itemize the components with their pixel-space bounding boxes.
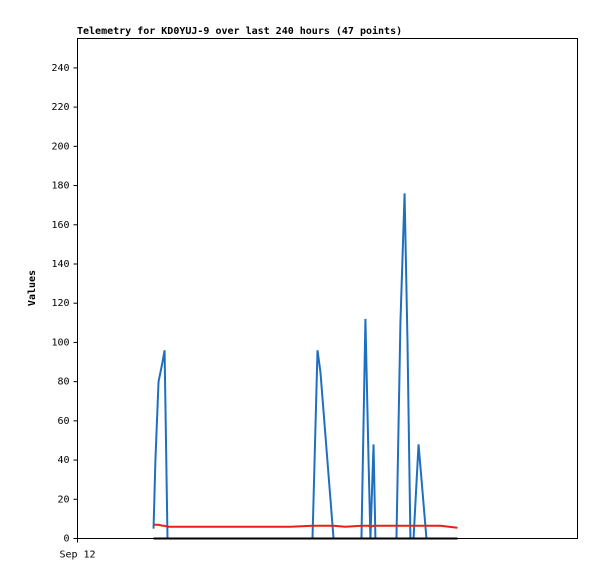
y-tick-label: 120 [51, 298, 69, 309]
y-axis-label: Values [27, 270, 38, 306]
x-tick-label: Sep 12 [59, 550, 95, 561]
y-tick-label: 180 [51, 181, 69, 192]
y-tick-label: 0 [63, 534, 69, 545]
y-tick-label: 220 [51, 102, 69, 113]
y-tick-label: 100 [51, 337, 69, 348]
chart-title: Telemetry for KD0YUJ-9 over last 240 hou… [77, 25, 402, 37]
y-tick-label: 200 [51, 141, 69, 152]
y-tick-label: 140 [51, 259, 69, 270]
y-tick-label: 80 [57, 377, 69, 388]
series-line [153, 523, 458, 529]
y-tick-label: 20 [57, 494, 69, 505]
y-tick-label: 240 [51, 63, 69, 74]
y-tick-label: 60 [57, 416, 69, 427]
y-tick-label: 160 [51, 220, 69, 231]
y-tick-label: 40 [57, 455, 69, 466]
